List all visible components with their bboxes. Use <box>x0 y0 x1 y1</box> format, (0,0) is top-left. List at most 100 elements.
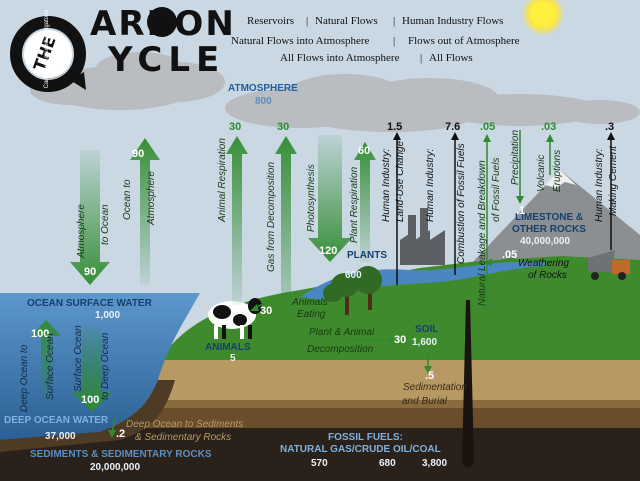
flow-decomposition-value: 30 <box>394 334 407 346</box>
flow-atm-to-ocean-label1: Atmosphere <box>76 204 87 258</box>
flow-photosynthesis-label: Photosynthesis <box>306 164 317 232</box>
res-ocean-surface-name: OCEAN SURFACE WATER <box>27 298 152 309</box>
fossil-drip <box>462 300 474 468</box>
flow-cement-label1: Human Industry: <box>594 148 605 222</box>
arrow-plant-resp <box>354 142 376 262</box>
title-ring-text: Carbon measured in gigatons <box>44 9 50 89</box>
flow-animal-resp-label: Animal Respiration <box>217 138 228 222</box>
flow-land-use-value: 1.5 <box>387 121 403 133</box>
flow-gas-decomp-label: Gas from Decomposition <box>266 161 277 272</box>
flow-ocean-to-atm-label1: Ocean to <box>122 179 133 220</box>
flow-atm-to-ocean-label2: to Ocean <box>100 204 111 245</box>
flow-volcanic-label1: Volcanic <box>536 154 547 192</box>
res-atmosphere-value: 800 <box>255 96 272 107</box>
flow-animals-eating-value: 30 <box>260 305 273 317</box>
arrow-gas-decomp <box>275 136 297 335</box>
flow-plant-resp-value: 60 <box>358 145 371 157</box>
seafloor <box>0 380 175 452</box>
res-soil-value: 1,600 <box>412 337 438 348</box>
nav-all-into-atmosphere[interactable]: All Flows into Atmosphere <box>280 52 400 64</box>
flow-weathering-label1: Weathering <box>518 258 569 269</box>
arrow-deep-to-surface <box>31 320 61 400</box>
res-soil-name: SOIL <box>415 324 439 335</box>
flow-surface-to-deep-label2: to Deep Ocean <box>100 332 111 400</box>
flow-animals-eating-label2: Eating <box>297 309 326 320</box>
flow-atm-to-ocean-value: 90 <box>84 266 97 278</box>
res-ocean-surface-value: 1,000 <box>95 310 121 321</box>
flow-gas-decomp-value: 30 <box>277 121 290 133</box>
res-fossil-name2: NATURAL GAS/CRUDE OIL/COAL <box>280 444 441 455</box>
flow-land-use-label1: Human Industry: <box>381 148 392 222</box>
arrow-photosynthesis <box>308 135 352 262</box>
flow-precipitation-label: Precipitation <box>510 129 521 185</box>
nav-natural-into-atmosphere[interactable]: Natural Flows into Atmosphere <box>231 35 370 47</box>
thin-arrows <box>393 132 615 285</box>
res-limestone-name2: OTHER ROCKS <box>512 224 586 235</box>
arrow-ocean-to-atm <box>130 138 160 285</box>
nav-human-industry-flows[interactable]: Human Industry Flows <box>402 15 504 27</box>
flow-ocean-to-atm-value: 90 <box>132 148 145 160</box>
flow-decomposition-label2: Decomposition <box>307 344 374 355</box>
res-sediments-name: SEDIMENTS & SEDIMENTARY ROCKS <box>30 449 212 460</box>
trees <box>323 266 382 315</box>
flow-precipitation-value: .1 <box>516 205 526 217</box>
nav-reservoirs[interactable]: Reservoirs <box>247 15 295 27</box>
res-fossil-v2: 680 <box>379 458 396 469</box>
res-deep-ocean-value: 37,000 <box>45 431 76 442</box>
flow-animal-resp-value: 30 <box>229 121 242 133</box>
title-ycle: YCLE <box>108 40 226 80</box>
flow-volcanic-value: .03 <box>541 121 557 133</box>
flow-combustion-label2: Combustion of Fossil Fuels <box>456 143 467 264</box>
factory <box>400 208 445 265</box>
res-fossil-v3: 3,800 <box>422 458 448 469</box>
thin-green-arrows <box>108 130 554 438</box>
flow-land-use-label2: Land-Use Change <box>395 140 406 222</box>
flow-surface-to-deep-value: 100 <box>81 394 100 406</box>
res-plants-name: PLANTS <box>347 250 387 261</box>
flow-deep-to-surface-label2: Surface Ocean <box>45 333 56 400</box>
res-limestone-name1: LIMESTONE & <box>515 212 584 223</box>
res-fossil-v1: 570 <box>311 458 328 469</box>
arrow-surface-to-deep <box>72 325 112 412</box>
res-animals-value: 5 <box>230 353 236 364</box>
flow-sedimentation-label1: Sedimentation <box>403 382 467 393</box>
res-animals-name: ANIMALS <box>205 342 251 353</box>
nav-flows-out-of-atmosphere[interactable]: Flows out of Atmosphere <box>408 35 520 47</box>
title-arbon: ARBON <box>90 4 236 44</box>
res-plants-value: 600 <box>345 270 362 281</box>
flow-deep-to-surface-value: 100 <box>31 328 50 340</box>
flow-sedimentation-label2: and Burial <box>402 396 448 407</box>
flow-combustion-label1: Human Industry: <box>425 148 436 222</box>
flow-ocean-to-atm-label2: Atmosphere <box>146 171 157 225</box>
flow-cement-label2: Making Cement <box>608 145 619 216</box>
flow-leakage-value: .05 <box>480 121 496 133</box>
flow-plant-resp-label: Plant Respiration <box>349 166 360 243</box>
res-limestone-value: 40,000,000 <box>520 236 571 247</box>
flow-deep-to-sed-value: .2 <box>116 428 126 440</box>
flow-combustion-value: 7.6 <box>445 121 461 133</box>
res-atmosphere-name: ATMOSPHERE <box>228 83 298 94</box>
flow-weathering-label2: of Rocks <box>528 270 567 281</box>
flow-weathering-value: .05 <box>502 249 518 261</box>
grassland <box>160 256 640 362</box>
flow-surface-to-deep-label1: Surface Ocean <box>73 325 84 392</box>
title-c-ball <box>147 7 177 37</box>
flow-decomposition-label1: Plant & Animal <box>309 327 375 338</box>
flow-deep-to-sed-label2: & Sedimentary Rocks <box>135 432 232 443</box>
flow-deep-to-surface-label1: Deep Ocean to <box>19 344 30 412</box>
flow-cement-value: .3 <box>605 121 615 133</box>
res-fossil-name1: FOSSIL FUELS: <box>328 432 403 443</box>
soil-layer <box>150 360 640 400</box>
res-deep-ocean-name: DEEP OCEAN WATER <box>4 415 109 426</box>
flow-deep-to-sed-label1: Deep Ocean to Sediments <box>126 419 244 430</box>
flow-volcanic-label2: Eruptions <box>552 149 563 192</box>
truck <box>588 250 630 280</box>
nav-natural-flows[interactable]: Natural Flows <box>315 15 378 27</box>
flow-leakage-label1: Natural Leakage and Breakdown <box>477 160 488 306</box>
nav-all-flows[interactable]: All Flows <box>429 52 473 64</box>
arrow-atm-to-ocean <box>70 150 110 285</box>
flow-leakage-label2: of Fossil Fuels <box>491 157 502 222</box>
flow-photosynthesis-value: 120 <box>319 245 338 257</box>
flow-animals-eating-label1: Animals <box>292 297 328 308</box>
